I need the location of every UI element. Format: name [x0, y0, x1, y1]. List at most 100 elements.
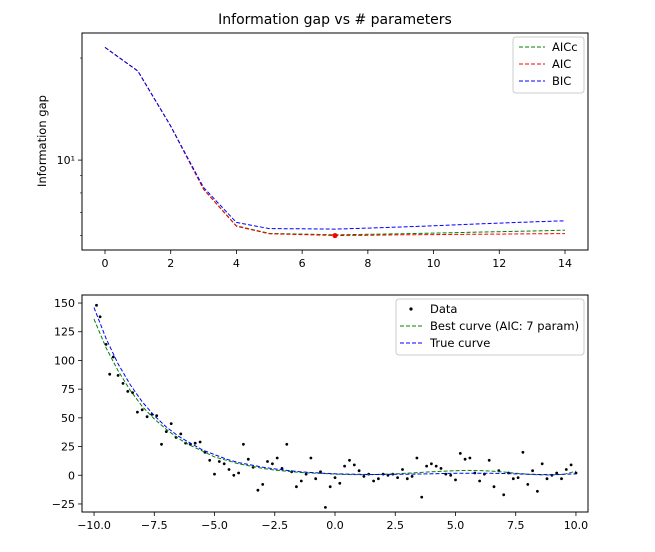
- data-point: [454, 478, 457, 482]
- data-point: [314, 477, 318, 481]
- data-point: [104, 343, 108, 346]
- legend-label: True curve: [429, 336, 490, 350]
- legend-label: Best curve (AIC: 7 param): [430, 319, 579, 333]
- data-point: [521, 450, 525, 454]
- data-point: [338, 481, 342, 485]
- data-point: [261, 483, 265, 486]
- data-point: [536, 489, 539, 493]
- data-point: [540, 462, 544, 466]
- data-point: [169, 422, 173, 425]
- data-point: [564, 468, 568, 471]
- data-point: [420, 495, 424, 499]
- series-lines: [93, 307, 577, 476]
- data-point: [415, 456, 419, 460]
- data-point: [116, 374, 120, 377]
- data-point: [155, 414, 159, 417]
- data-point: [430, 462, 433, 466]
- data-point: [222, 462, 226, 466]
- legend-box: [512, 36, 585, 94]
- data-point: [439, 467, 443, 470]
- data-point: [569, 463, 573, 467]
- chart-title: Information gap vs # parameters: [218, 12, 452, 28]
- x-tick-label: 0: [102, 257, 109, 270]
- legend-box: [395, 298, 585, 356]
- data-point: [295, 485, 298, 489]
- data-points: [95, 303, 578, 509]
- x-tick-label: 6: [299, 257, 306, 270]
- y-tick-label: 50: [61, 412, 75, 425]
- data-point: [401, 468, 404, 471]
- data-point: [545, 477, 549, 481]
- data-point: [396, 476, 399, 479]
- data-point: [555, 471, 559, 475]
- data-point: [410, 475, 414, 478]
- data-point: [160, 442, 163, 446]
- data-point: [217, 460, 221, 463]
- best-point-marker: [332, 232, 338, 239]
- data-point: [434, 464, 438, 468]
- y-tick-label: 75: [61, 383, 75, 396]
- x-tick-label: 14: [558, 257, 572, 270]
- data-point: [468, 456, 472, 460]
- legend-label: AICc: [552, 40, 578, 54]
- data-point: [285, 442, 289, 446]
- data-point: [511, 477, 515, 481]
- data-point: [362, 475, 366, 478]
- data-point: [237, 471, 241, 475]
- data-point: [372, 479, 375, 483]
- y-tick-label: 125: [54, 326, 75, 339]
- data-point: [463, 457, 467, 461]
- data-point: [425, 464, 428, 468]
- data-point: [458, 452, 462, 455]
- data-point: [121, 382, 125, 385]
- y-tick-label: 25: [61, 441, 75, 454]
- legend: AICc AIC BIC: [512, 36, 585, 94]
- x-tick-label: 2.5: [386, 519, 404, 532]
- data-point: [328, 485, 332, 489]
- plot-frame: [81, 294, 589, 513]
- curve-fit-chart: −10.0 −7.5 −5.0 −2.5 0.0 2.5 5.0 7.5 10.0 −25 0 25 5…: [52, 294, 589, 532]
- x-tick-label: 0.0: [326, 519, 344, 532]
- y-tick-label: −25: [52, 498, 75, 511]
- y-tick-label: 10¹: [57, 154, 75, 167]
- y-tick-label: 100: [54, 354, 75, 367]
- data-point: [526, 483, 530, 486]
- x-tick-label: 12: [492, 257, 506, 270]
- y-tick-label: 0: [68, 469, 75, 482]
- data-point: [405, 477, 409, 481]
- data-point: [343, 464, 346, 468]
- data-point: [164, 430, 168, 433]
- x-tick-label: −2.5: [261, 519, 288, 532]
- data-point: [333, 476, 337, 479]
- legend-marker: [409, 307, 413, 311]
- data-point: [299, 479, 303, 483]
- data-point: [227, 468, 231, 471]
- data-point: [126, 390, 130, 393]
- data-point: [246, 457, 250, 461]
- legend-label: AIC: [552, 57, 571, 71]
- legend-label: Data: [430, 302, 457, 316]
- data-point: [357, 469, 361, 473]
- data-point: [377, 477, 380, 481]
- series-line-aicc: [104, 46, 566, 236]
- data-point: [449, 473, 453, 477]
- data-point: [145, 415, 149, 419]
- data-point: [275, 456, 279, 460]
- legend-label: BIC: [552, 74, 571, 88]
- plot-frame: [81, 32, 589, 251]
- axis-ticks: −10.0 −7.5 −5.0 −2.5 0.0 2.5 5.0 7.5 10.0 −25 0 25 5…: [52, 297, 588, 532]
- data-point: [560, 477, 563, 481]
- data-point: [266, 460, 269, 463]
- x-tick-label: −5.0: [201, 519, 228, 532]
- data-point: [111, 355, 115, 359]
- data-point: [242, 442, 245, 446]
- data-point: [309, 456, 313, 460]
- data-point: [280, 467, 284, 470]
- data-point: [198, 440, 202, 444]
- x-tick-label: −10.0: [77, 519, 111, 532]
- x-tick-label: 8: [364, 257, 371, 270]
- x-tick-label: −7.5: [141, 519, 168, 532]
- legend: Data Best curve (AIC: 7 param) True curve: [395, 298, 585, 356]
- data-point: [516, 476, 520, 479]
